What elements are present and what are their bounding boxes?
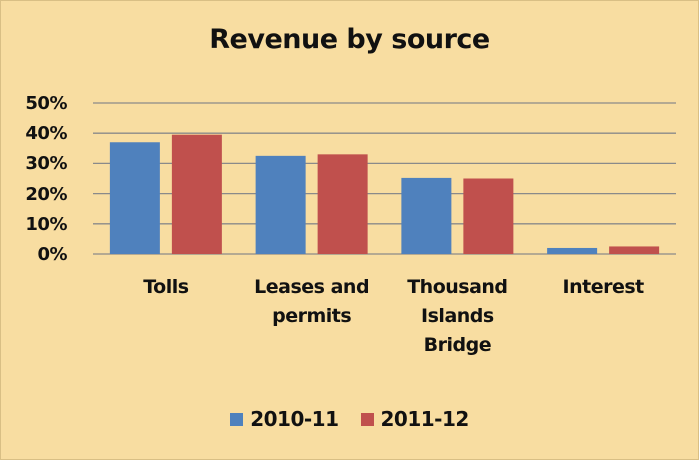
legend-label: 2011-12 (380, 407, 470, 431)
legend: 2010-11 2011-12 (1, 405, 698, 434)
legend-item: 2011-12 (360, 405, 470, 434)
bar (317, 154, 368, 254)
bar (547, 247, 598, 254)
y-tick-label: 20% (25, 183, 67, 205)
legend-swatch (230, 413, 244, 426)
x-tick-label: Interest (562, 276, 645, 298)
bar (463, 178, 514, 254)
y-tick-label: 30% (25, 153, 67, 175)
y-tick-label: 40% (25, 123, 67, 145)
legend-swatch (360, 413, 374, 426)
bar (401, 177, 452, 254)
legend-label: 2010-11 (250, 407, 339, 431)
x-tick-label: Leases and permits (254, 276, 370, 327)
x-tick-label: Tolls (143, 276, 189, 298)
y-tick-label: 50% (25, 93, 67, 114)
x-tick-label: Thousand Islands Bridge (407, 276, 508, 356)
bar (171, 134, 222, 254)
bar (109, 142, 160, 254)
chart-title: Revenue by source (209, 24, 490, 55)
y-tick-label: 10% (25, 213, 67, 235)
legend-item: 2010-11 (230, 405, 339, 434)
bar (255, 155, 306, 254)
y-tick-label: 0% (37, 244, 67, 265)
bar (609, 246, 660, 254)
